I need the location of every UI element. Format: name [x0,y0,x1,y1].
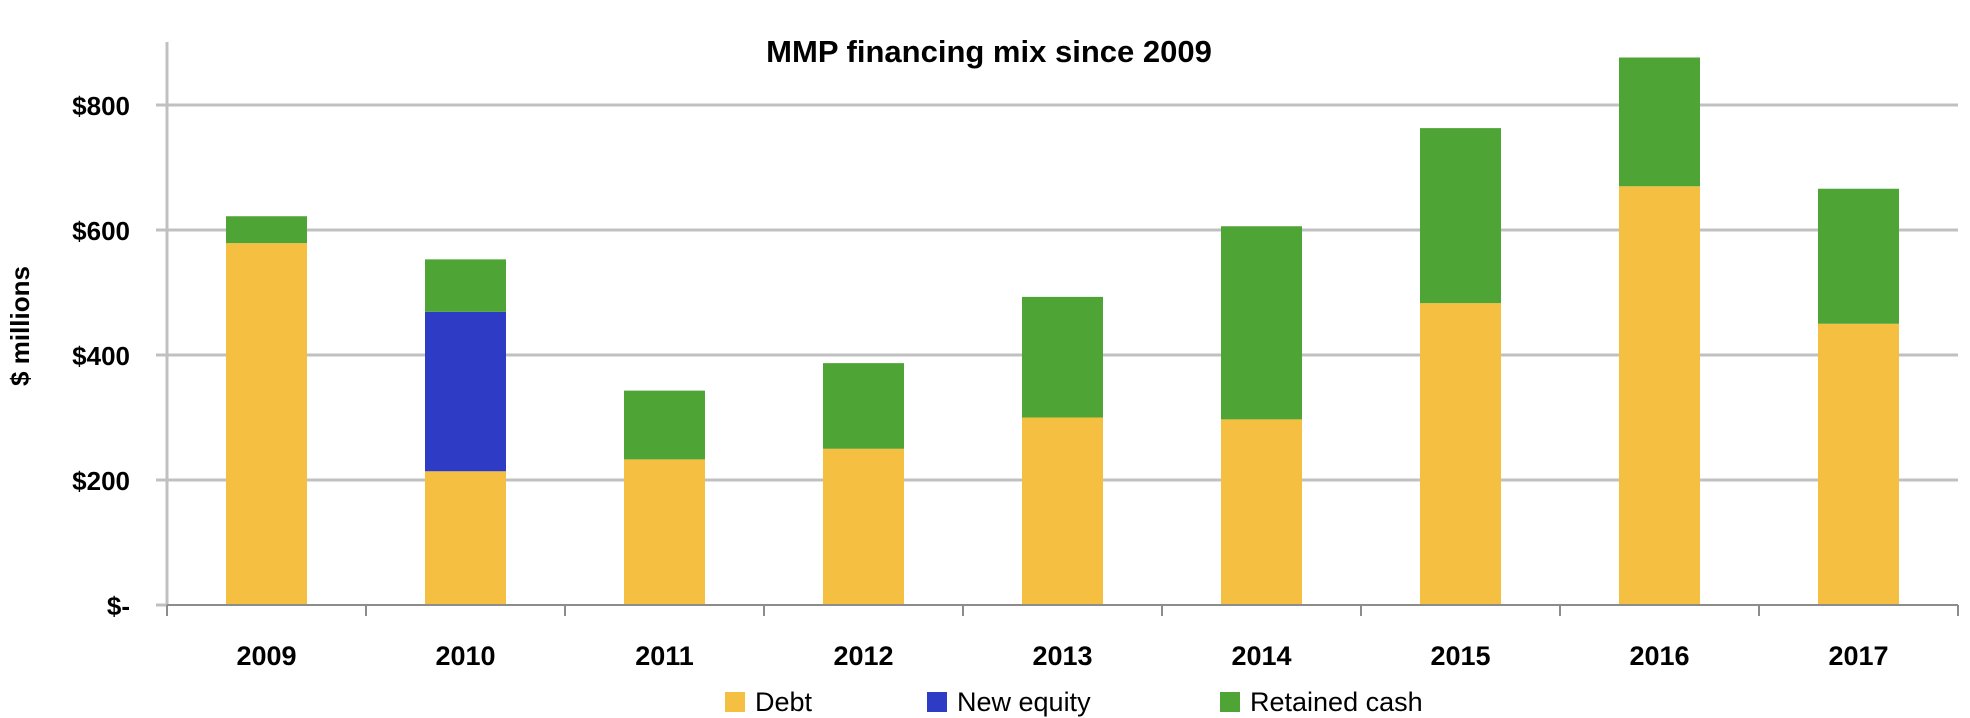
bar-debt-2014 [1221,419,1302,605]
legend: Debt New equity Retained cash [725,687,1423,717]
bar-retained-cash-2016 [1619,57,1700,187]
bar-retained-cash-2009 [226,216,307,244]
bar-debt-2017 [1818,323,1899,605]
legend-label: Retained cash [1250,687,1423,717]
bar-debt-2010 [425,471,506,605]
bar-debt-2015 [1420,303,1501,605]
bar-debt-2011 [624,459,705,605]
bar-debt-2013 [1022,417,1103,605]
x-tick-label: 2009 [236,641,296,671]
y-tick-label: $- [107,591,130,621]
bar-retained-cash-2010 [425,259,506,312]
bars [226,57,1899,605]
x-tick-label: 2015 [1430,641,1490,671]
x-tick-label: 2011 [635,641,694,671]
bar-retained-cash-2013 [1022,296,1103,418]
bar-retained-cash-2014 [1221,226,1302,420]
bar-retained-cash-2011 [624,390,705,460]
x-tick-label: 2017 [1828,641,1888,671]
chart-title: MMP financing mix since 2009 [766,34,1212,69]
bar-retained-cash-2015 [1420,128,1501,304]
y-tick-label: $200 [72,466,130,496]
legend-swatch-retained-cash [1220,692,1240,712]
x-tick-label: 2013 [1032,641,1092,671]
y-tick-label: $400 [72,341,130,371]
y-axis-ticks: $- $200 $400 $600 $800 [72,91,130,621]
x-tick-label: 2010 [435,641,495,671]
y-tick-label: $800 [72,91,130,121]
bar-new-equity-2010 [425,311,506,472]
legend-swatch-debt [725,692,745,712]
bar-debt-2016 [1619,186,1700,605]
x-tick-label: 2012 [833,641,893,671]
bar-debt-2009 [226,243,307,605]
x-tick-label: 2016 [1629,641,1689,671]
legend-label: Debt [755,687,813,717]
y-tick-label: $600 [72,216,130,246]
x-tick-label: 2014 [1231,641,1291,671]
axes [165,42,1958,606]
y-axis-label: $ millions [5,266,35,386]
bar-retained-cash-2012 [823,363,904,449]
bar-debt-2012 [823,448,904,605]
legend-label: New equity [957,687,1091,717]
legend-swatch-new-equity [927,692,947,712]
bar-retained-cash-2017 [1818,188,1899,324]
x-axis-ticks: 2009 2010 2011 2012 2013 2014 2015 2016 2017 [166,605,1959,671]
